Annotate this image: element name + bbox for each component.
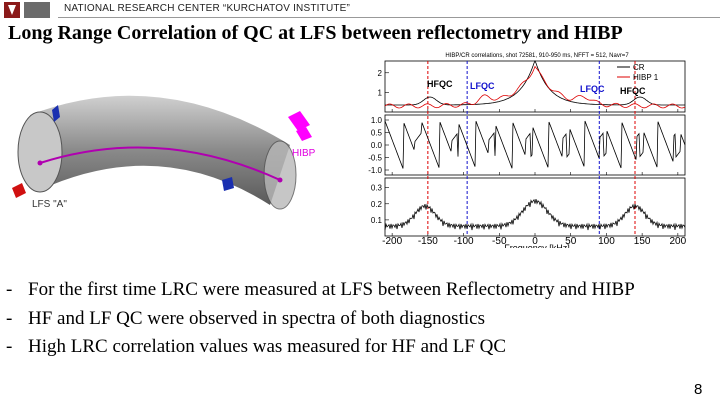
legend-label: CR xyxy=(633,63,645,72)
x-tick-label: 100 xyxy=(598,236,615,247)
page-number: 8 xyxy=(694,381,703,398)
bullet-marker: - xyxy=(6,336,13,357)
organization: NATIONAL RESEARCH CENTER “KURCHATOV INST… xyxy=(64,3,351,14)
bullet-text: For the first time LRC were measured at … xyxy=(28,279,635,300)
annotation: HFQC xyxy=(620,86,646,96)
y-tick-label: 0.0 xyxy=(371,141,383,150)
phase-curve xyxy=(384,120,686,169)
bullet-text: HF and LF QC were observed in spectra of… xyxy=(28,307,485,329)
hibp-label: HIBP xyxy=(292,148,316,159)
y-tick-label: 0.2 xyxy=(371,200,383,209)
x-tick-label: -200 xyxy=(382,236,402,247)
cr-spectrum xyxy=(385,60,685,106)
x-tick-label: 200 xyxy=(670,236,687,247)
y-tick-label: 2 xyxy=(378,69,383,78)
bullet: - High LRC correlation values was measur… xyxy=(6,333,696,362)
slide-title: Long Range Correlation of QC at LFS betw… xyxy=(8,22,623,44)
y-tick-label: 0.5 xyxy=(371,129,383,138)
annotation: LFQC xyxy=(580,84,605,94)
x-tick-label: -150 xyxy=(418,236,438,247)
y-tick-label: 0.3 xyxy=(371,184,383,193)
x-tick-label: -50 xyxy=(492,236,507,247)
bullet-marker: - xyxy=(6,279,13,300)
bullet-list: - For the first time LRC were measured at… xyxy=(6,276,696,362)
correlation-figure: HIBP/CR correlations, shot 72581, 910-95… xyxy=(368,53,687,248)
bullet: - For the first time LRC were measured at… xyxy=(6,276,696,305)
x-tick-label: -100 xyxy=(454,236,474,247)
torus-diagram: HIBP LFS "A" xyxy=(12,95,316,210)
panel-frame xyxy=(384,114,686,176)
x-tick-label: 50 xyxy=(565,236,577,247)
x-axis-label: Frequency [kHz] xyxy=(504,243,570,248)
y-tick-label: 1.0 xyxy=(371,116,383,125)
annotation: HFQC xyxy=(427,79,453,89)
lfs-label: LFS "A" xyxy=(32,199,67,210)
bullet-marker: - xyxy=(6,307,13,329)
y-tick-label: 1 xyxy=(378,88,383,97)
coherence-curve xyxy=(384,198,686,231)
y-tick-label: -1.0 xyxy=(368,166,382,175)
y-tick-label: 0.1 xyxy=(371,216,383,225)
hibp-spectrum xyxy=(384,65,686,109)
annotation: LFQC xyxy=(470,81,495,91)
y-tick-label: -0.5 xyxy=(368,154,382,163)
header-rule xyxy=(58,17,720,18)
logo xyxy=(0,0,56,20)
x-tick-label: 0 xyxy=(532,236,538,247)
x-tick-label: 150 xyxy=(634,236,651,247)
legend-label: HIBP 1 xyxy=(633,73,659,82)
bullet: - HF and LF QC were observed in spectra o… xyxy=(6,305,696,334)
figure-caption: HIBP/CR correlations, shot 72581, 910-95… xyxy=(445,53,629,59)
bullet-text: High LRC correlation values was measured… xyxy=(28,336,507,357)
